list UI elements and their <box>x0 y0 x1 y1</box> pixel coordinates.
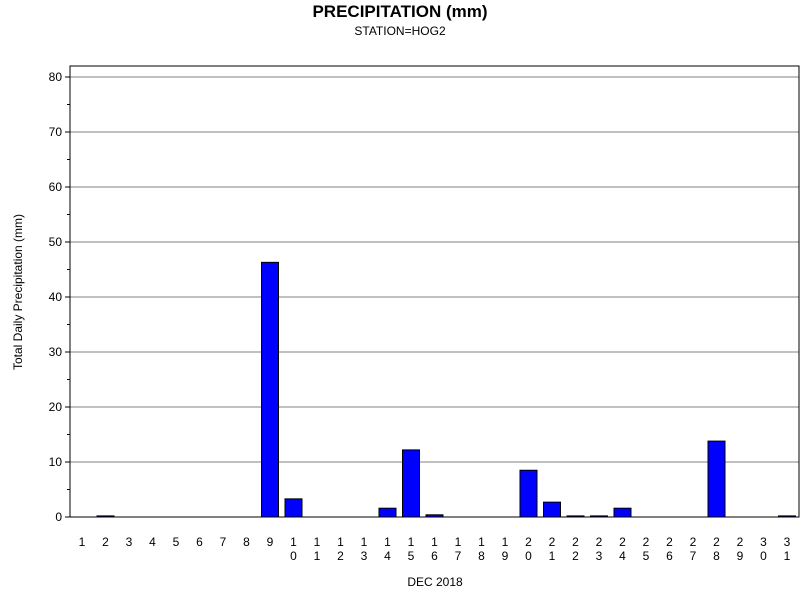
grid-lines <box>70 76 799 463</box>
plot-frame <box>69 65 800 518</box>
bar <box>402 449 420 518</box>
chart-title: PRECIPITATION (mm) <box>312 2 488 21</box>
y-axis-label: Total Daily Precipitation (mm) <box>11 214 25 370</box>
x-tick-label: 9 <box>267 535 274 549</box>
y-tick-label: 0 <box>55 510 62 524</box>
x-tick-label: 7 <box>220 535 227 549</box>
y-tick-labels: 0 10 20 30 40 50 60 70 80 <box>49 70 63 524</box>
x-tick-label: 6 <box>196 535 203 549</box>
x-tick-label: 3 <box>126 535 133 549</box>
y-tick-label: 40 <box>49 290 63 304</box>
y-tick-label: 50 <box>49 235 63 249</box>
y-tick-label: 30 <box>49 345 63 359</box>
bar <box>261 261 279 518</box>
bar <box>613 507 632 518</box>
x-tick-label: 5 <box>173 535 180 549</box>
x-tick-label: 4 <box>149 535 156 549</box>
y-tick-label: 60 <box>49 180 63 194</box>
x-tick-label: 8 <box>243 535 250 549</box>
axes <box>65 65 800 518</box>
bar <box>284 498 303 518</box>
bar <box>543 501 561 518</box>
bar <box>707 440 726 518</box>
x-axis-label: DEC 2018 <box>407 575 463 589</box>
y-tick-label: 80 <box>49 70 63 84</box>
bar <box>378 507 397 518</box>
bar-series <box>96 261 796 518</box>
chart-subtitle: STATION=HOG2 <box>354 24 446 38</box>
x-tick-labels: 1 2 3 4 5 6 7 8 9 1 01 11 21 31 41 51 61 71 81 92 02 12 22 32 42… <box>79 535 791 563</box>
y-tick-label: 20 <box>49 400 63 414</box>
y-tick-label: 10 <box>49 455 63 469</box>
y-tick-label: 70 <box>49 125 63 139</box>
x-tick-label: 2 <box>102 535 109 549</box>
x-tick-label: 1 <box>79 535 86 549</box>
bar <box>519 469 538 518</box>
